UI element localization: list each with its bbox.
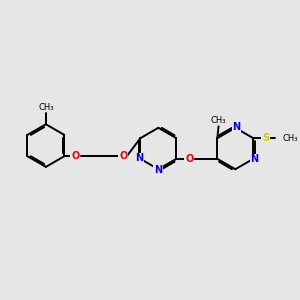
Text: CH₃: CH₃ <box>38 103 54 112</box>
Text: O: O <box>119 151 128 161</box>
Text: S: S <box>262 133 269 143</box>
Text: N: N <box>250 154 259 164</box>
Text: O: O <box>185 154 194 164</box>
Text: CH₃: CH₃ <box>282 134 298 143</box>
Text: N: N <box>154 165 162 175</box>
Text: N: N <box>232 122 241 132</box>
Text: N: N <box>135 153 143 163</box>
Text: O: O <box>71 151 80 161</box>
Text: CH₃: CH₃ <box>211 116 226 125</box>
